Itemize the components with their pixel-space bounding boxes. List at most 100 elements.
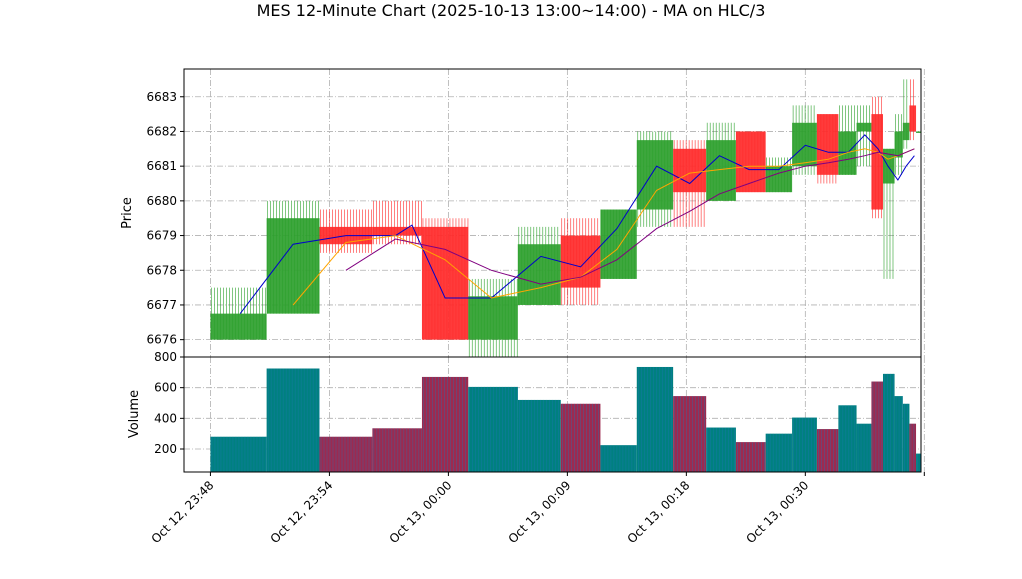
volume-bar <box>210 436 267 472</box>
candle-body <box>468 296 518 340</box>
candle-body <box>600 209 637 279</box>
volume-bar <box>916 453 921 472</box>
price-tick-label: 6676 <box>146 333 177 347</box>
candle-body <box>856 122 872 132</box>
candle <box>266 200 320 314</box>
x-tick-label: Oct 12, 23:54 <box>268 478 336 546</box>
candle-body <box>882 148 895 184</box>
candle <box>372 200 422 245</box>
volume-bar-fill <box>871 381 883 472</box>
chart-title: MES 12-Minute Chart (2025-10-13 13:00~14… <box>257 1 766 20</box>
volume-bar <box>600 445 637 472</box>
candle-body <box>673 148 707 193</box>
moving-average-lines <box>239 134 915 314</box>
candle <box>210 287 267 340</box>
volume-bar <box>765 433 793 472</box>
candle <box>792 105 817 175</box>
volume-bar <box>673 396 707 472</box>
candle-body <box>816 114 839 175</box>
x-tick-label: Oct 13, 00:09 <box>506 478 574 546</box>
candle <box>560 218 601 305</box>
volume-bar <box>319 436 373 472</box>
volume-bar-fill <box>600 445 637 472</box>
volume-bar <box>838 405 857 472</box>
candle <box>916 131 921 133</box>
volume-bar-fill <box>372 428 422 472</box>
x-tick-label: Oct 12, 23:48 <box>149 478 217 546</box>
volume-y-axis: 200 400 600 800 <box>154 350 184 456</box>
price-axis-label: Price <box>120 197 135 229</box>
volume-tick-label: 400 <box>154 411 177 425</box>
volume-bar <box>902 403 910 472</box>
price-tick-label: 6678 <box>146 263 177 277</box>
volume-bar-fill <box>894 396 903 472</box>
candle-body <box>909 105 917 132</box>
volume-bar <box>816 429 839 472</box>
volume-bar <box>266 368 320 472</box>
candle-body <box>916 131 921 133</box>
candle <box>871 96 883 219</box>
price-tick-label: 6683 <box>146 90 177 104</box>
price-tick-label: 6680 <box>146 194 177 208</box>
volume-bar <box>517 399 561 472</box>
candle <box>838 105 857 175</box>
price-candles <box>210 79 921 357</box>
volume-bar-fill <box>735 442 766 472</box>
volume-bar-fill <box>792 417 817 472</box>
volume-bar <box>706 427 736 472</box>
volume-bar-fill <box>210 436 267 472</box>
candle-body <box>735 131 766 193</box>
candle <box>894 114 903 175</box>
x-axis: Oct 12, 23:48 Oct 12, 23:54 Oct 13, 00:00 O… <box>149 472 925 546</box>
volume-bar-fill <box>468 386 518 472</box>
volume-bar-fill <box>319 436 373 472</box>
candle <box>909 79 917 141</box>
price-tick-label: 6679 <box>146 229 177 243</box>
ma-line <box>292 148 915 306</box>
volume-bar-fill <box>909 423 917 472</box>
candle-body <box>792 122 817 167</box>
candle <box>882 148 895 279</box>
price-grid <box>184 69 925 357</box>
volume-bar-fill <box>882 373 895 472</box>
volume-bar <box>909 423 917 472</box>
candle <box>735 131 766 193</box>
ma-line <box>239 134 915 314</box>
candle <box>765 157 793 193</box>
volume-bar <box>468 386 518 472</box>
candle-body <box>266 218 320 314</box>
volume-bar <box>792 417 817 472</box>
candle <box>673 140 707 227</box>
candle-body <box>372 226 422 236</box>
volume-bar-fill <box>916 453 921 472</box>
volume-bar-fill <box>636 366 674 472</box>
volume-bar <box>372 428 423 472</box>
volume-bar <box>894 396 903 472</box>
volume-bar <box>871 381 883 472</box>
candle-body <box>871 114 883 210</box>
x-tick-label: Oct 13, 00:18 <box>625 478 693 546</box>
volume-bar <box>856 423 872 472</box>
volume-panel-frame <box>183 356 922 473</box>
candle <box>636 131 674 227</box>
candle <box>816 114 839 184</box>
candle-body <box>902 122 910 141</box>
candle-body <box>560 235 601 288</box>
candle-body <box>210 313 267 340</box>
candle <box>902 79 910 149</box>
candle <box>517 226 561 305</box>
candle <box>600 209 637 279</box>
price-tick-label: 6677 <box>146 298 177 312</box>
volume-bar-fill <box>266 368 320 472</box>
price-tick-label: 6682 <box>146 124 177 138</box>
volume-tick-label: 600 <box>154 381 177 395</box>
volume-tick-label: 200 <box>154 442 177 456</box>
candle-body <box>517 244 561 305</box>
x-tick-label: Oct 13, 00:00 <box>387 478 455 546</box>
volume-bar-fill <box>421 376 469 472</box>
candle-body <box>636 140 674 210</box>
volume-bars <box>210 366 921 472</box>
volume-bar <box>421 376 469 472</box>
